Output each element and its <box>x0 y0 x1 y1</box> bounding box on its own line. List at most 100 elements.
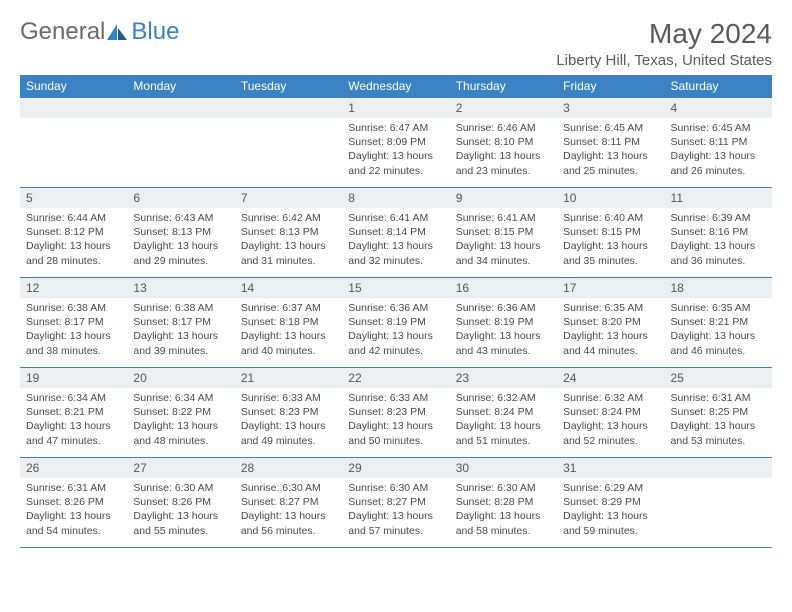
day-number: 4 <box>665 98 772 118</box>
calendar-cell: 21Sunrise: 6:33 AMSunset: 8:23 PMDayligh… <box>235 368 342 458</box>
day-number: 7 <box>235 188 342 208</box>
day-header: Thursday <box>450 75 557 98</box>
calendar-cell: 4Sunrise: 6:45 AMSunset: 8:11 PMDaylight… <box>665 98 772 188</box>
day-content: Sunrise: 6:39 AMSunset: 8:16 PMDaylight:… <box>665 208 772 274</box>
calendar-week: 1Sunrise: 6:47 AMSunset: 8:09 PMDaylight… <box>20 98 772 188</box>
calendar-cell: 31Sunrise: 6:29 AMSunset: 8:29 PMDayligh… <box>557 458 664 548</box>
brand-text-1: General <box>20 18 105 46</box>
day-content: Sunrise: 6:36 AMSunset: 8:19 PMDaylight:… <box>342 298 449 364</box>
calendar-cell <box>235 98 342 188</box>
day-number: 5 <box>20 188 127 208</box>
calendar-cell: 12Sunrise: 6:38 AMSunset: 8:17 PMDayligh… <box>20 278 127 368</box>
day-content: Sunrise: 6:41 AMSunset: 8:14 PMDaylight:… <box>342 208 449 274</box>
calendar-cell: 24Sunrise: 6:32 AMSunset: 8:24 PMDayligh… <box>557 368 664 458</box>
day-number: 26 <box>20 458 127 478</box>
day-content: Sunrise: 6:33 AMSunset: 8:23 PMDaylight:… <box>342 388 449 454</box>
day-content: Sunrise: 6:38 AMSunset: 8:17 PMDaylight:… <box>20 298 127 364</box>
calendar-cell: 29Sunrise: 6:30 AMSunset: 8:27 PMDayligh… <box>342 458 449 548</box>
day-number: 8 <box>342 188 449 208</box>
day-content: Sunrise: 6:34 AMSunset: 8:21 PMDaylight:… <box>20 388 127 454</box>
day-number: 6 <box>127 188 234 208</box>
day-header: Friday <box>557 75 664 98</box>
day-number: 16 <box>450 278 557 298</box>
day-number: 21 <box>235 368 342 388</box>
calendar-cell: 23Sunrise: 6:32 AMSunset: 8:24 PMDayligh… <box>450 368 557 458</box>
calendar-week: 19Sunrise: 6:34 AMSunset: 8:21 PMDayligh… <box>20 368 772 458</box>
day-number <box>127 98 234 118</box>
day-number <box>20 98 127 118</box>
day-header: Sunday <box>20 75 127 98</box>
calendar-cell: 11Sunrise: 6:39 AMSunset: 8:16 PMDayligh… <box>665 188 772 278</box>
day-content: Sunrise: 6:32 AMSunset: 8:24 PMDaylight:… <box>557 388 664 454</box>
calendar-cell: 2Sunrise: 6:46 AMSunset: 8:10 PMDaylight… <box>450 98 557 188</box>
day-number: 1 <box>342 98 449 118</box>
day-number: 17 <box>557 278 664 298</box>
day-number: 2 <box>450 98 557 118</box>
day-content: Sunrise: 6:35 AMSunset: 8:20 PMDaylight:… <box>557 298 664 364</box>
sail-icon <box>107 24 129 40</box>
day-number: 19 <box>20 368 127 388</box>
day-header: Saturday <box>665 75 772 98</box>
calendar-cell: 15Sunrise: 6:36 AMSunset: 8:19 PMDayligh… <box>342 278 449 368</box>
title-block: May 2024 Liberty Hill, Texas, United Sta… <box>556 18 772 69</box>
location: Liberty Hill, Texas, United States <box>556 52 772 69</box>
calendar-cell: 10Sunrise: 6:40 AMSunset: 8:15 PMDayligh… <box>557 188 664 278</box>
day-content: Sunrise: 6:35 AMSunset: 8:21 PMDaylight:… <box>665 298 772 364</box>
calendar-cell: 18Sunrise: 6:35 AMSunset: 8:21 PMDayligh… <box>665 278 772 368</box>
calendar-week: 5Sunrise: 6:44 AMSunset: 8:12 PMDaylight… <box>20 188 772 278</box>
day-content: Sunrise: 6:30 AMSunset: 8:27 PMDaylight:… <box>235 478 342 544</box>
calendar-cell: 30Sunrise: 6:30 AMSunset: 8:28 PMDayligh… <box>450 458 557 548</box>
day-number: 13 <box>127 278 234 298</box>
calendar-cell <box>20 98 127 188</box>
day-number: 27 <box>127 458 234 478</box>
calendar-cell: 16Sunrise: 6:36 AMSunset: 8:19 PMDayligh… <box>450 278 557 368</box>
day-number: 23 <box>450 368 557 388</box>
brand-logo: General Blue <box>20 18 179 46</box>
calendar-cell: 7Sunrise: 6:42 AMSunset: 8:13 PMDaylight… <box>235 188 342 278</box>
calendar-cell: 20Sunrise: 6:34 AMSunset: 8:22 PMDayligh… <box>127 368 234 458</box>
day-content: Sunrise: 6:42 AMSunset: 8:13 PMDaylight:… <box>235 208 342 274</box>
day-header-row: Sunday Monday Tuesday Wednesday Thursday… <box>20 75 772 98</box>
calendar-cell: 9Sunrise: 6:41 AMSunset: 8:15 PMDaylight… <box>450 188 557 278</box>
header: General Blue May 2024 Liberty Hill, Texa… <box>20 18 772 69</box>
calendar-week: 12Sunrise: 6:38 AMSunset: 8:17 PMDayligh… <box>20 278 772 368</box>
day-number: 22 <box>342 368 449 388</box>
day-header: Tuesday <box>235 75 342 98</box>
calendar-cell: 8Sunrise: 6:41 AMSunset: 8:14 PMDaylight… <box>342 188 449 278</box>
calendar-cell: 17Sunrise: 6:35 AMSunset: 8:20 PMDayligh… <box>557 278 664 368</box>
calendar-cell: 3Sunrise: 6:45 AMSunset: 8:11 PMDaylight… <box>557 98 664 188</box>
day-content: Sunrise: 6:30 AMSunset: 8:26 PMDaylight:… <box>127 478 234 544</box>
calendar-table: Sunday Monday Tuesday Wednesday Thursday… <box>20 75 772 548</box>
calendar-cell <box>665 458 772 548</box>
day-content: Sunrise: 6:40 AMSunset: 8:15 PMDaylight:… <box>557 208 664 274</box>
day-number: 3 <box>557 98 664 118</box>
calendar-week: 26Sunrise: 6:31 AMSunset: 8:26 PMDayligh… <box>20 458 772 548</box>
calendar-cell: 27Sunrise: 6:30 AMSunset: 8:26 PMDayligh… <box>127 458 234 548</box>
day-content: Sunrise: 6:45 AMSunset: 8:11 PMDaylight:… <box>557 118 664 184</box>
day-number: 14 <box>235 278 342 298</box>
calendar-cell: 5Sunrise: 6:44 AMSunset: 8:12 PMDaylight… <box>20 188 127 278</box>
calendar-cell: 28Sunrise: 6:30 AMSunset: 8:27 PMDayligh… <box>235 458 342 548</box>
day-content: Sunrise: 6:30 AMSunset: 8:28 PMDaylight:… <box>450 478 557 544</box>
calendar-cell: 14Sunrise: 6:37 AMSunset: 8:18 PMDayligh… <box>235 278 342 368</box>
day-content: Sunrise: 6:36 AMSunset: 8:19 PMDaylight:… <box>450 298 557 364</box>
day-content: Sunrise: 6:30 AMSunset: 8:27 PMDaylight:… <box>342 478 449 544</box>
calendar-cell: 26Sunrise: 6:31 AMSunset: 8:26 PMDayligh… <box>20 458 127 548</box>
day-number: 30 <box>450 458 557 478</box>
day-number: 9 <box>450 188 557 208</box>
day-content: Sunrise: 6:41 AMSunset: 8:15 PMDaylight:… <box>450 208 557 274</box>
day-number: 24 <box>557 368 664 388</box>
day-header: Monday <box>127 75 234 98</box>
calendar-cell: 6Sunrise: 6:43 AMSunset: 8:13 PMDaylight… <box>127 188 234 278</box>
day-content: Sunrise: 6:29 AMSunset: 8:29 PMDaylight:… <box>557 478 664 544</box>
day-content: Sunrise: 6:38 AMSunset: 8:17 PMDaylight:… <box>127 298 234 364</box>
day-number: 10 <box>557 188 664 208</box>
day-content: Sunrise: 6:44 AMSunset: 8:12 PMDaylight:… <box>20 208 127 274</box>
day-content: Sunrise: 6:37 AMSunset: 8:18 PMDaylight:… <box>235 298 342 364</box>
day-number: 18 <box>665 278 772 298</box>
calendar-cell: 13Sunrise: 6:38 AMSunset: 8:17 PMDayligh… <box>127 278 234 368</box>
day-number: 31 <box>557 458 664 478</box>
brand-text-2: Blue <box>131 18 179 46</box>
day-number: 29 <box>342 458 449 478</box>
day-content: Sunrise: 6:31 AMSunset: 8:26 PMDaylight:… <box>20 478 127 544</box>
